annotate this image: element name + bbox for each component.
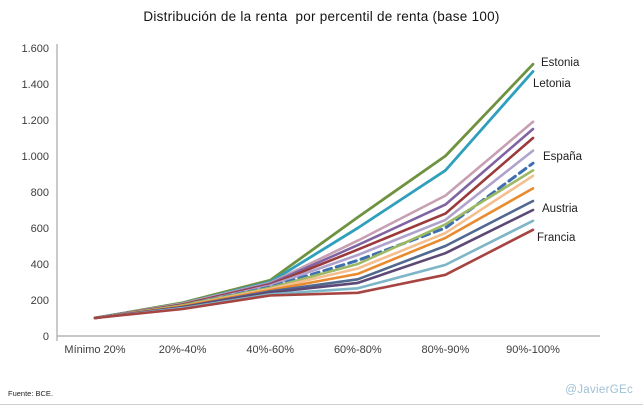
x-category-label: 40%-60%: [246, 344, 294, 356]
chart-title: Distribución de la renta por percentil d…: [143, 9, 500, 24]
y-tick-label: 1.600: [21, 43, 49, 55]
source-note: Fuente: BCE.: [8, 389, 54, 398]
country-label-francia: Francia: [537, 231, 576, 244]
y-tick-label: 600: [31, 223, 49, 235]
y-tick-label: 1.400: [21, 79, 49, 91]
country-label-españa: España: [543, 151, 583, 164]
y-tick-label: 1.000: [21, 151, 49, 163]
credit-handle: @JavierGEc: [565, 384, 633, 396]
series-line-francia: [93, 228, 535, 320]
y-tick-label: 800: [31, 187, 49, 199]
y-tick-label: 1.200: [21, 115, 49, 127]
x-category-label: 20%-40%: [159, 344, 207, 356]
x-category-label: Mínimo 20%: [64, 344, 125, 356]
y-tick-label: 0: [43, 331, 49, 343]
x-category-label: 90%-100%: [506, 344, 560, 356]
country-label-estonia: Estonia: [541, 57, 580, 70]
x-category-label: 60%-80%: [334, 344, 382, 356]
x-category-label: 80%-90%: [422, 344, 470, 356]
series-line-unlabeled-3: [93, 127, 535, 320]
y-tick-label: 400: [31, 259, 49, 271]
y-tick-label: 200: [31, 295, 49, 307]
series-line-unlabeled-8: [93, 174, 535, 320]
country-label-letonia: Letonia: [533, 78, 571, 91]
country-label-austria: Austria: [542, 203, 578, 215]
series-line-unlabeled-7: [93, 169, 535, 320]
bottom-divider: [0, 404, 643, 405]
